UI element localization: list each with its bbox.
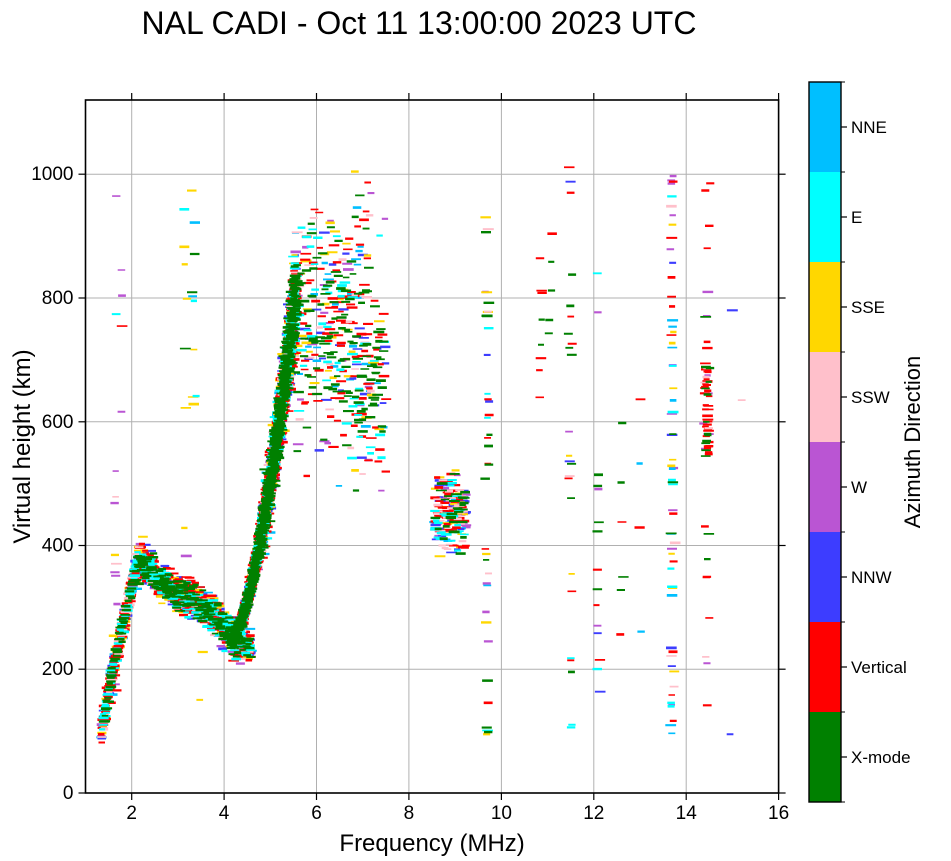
svg-text:NNE: NNE [851,118,887,137]
svg-text:SSE: SSE [851,298,885,317]
svg-text:Azimuth Direction: Azimuth Direction [900,356,925,528]
svg-text:16: 16 [768,803,789,824]
svg-text:0: 0 [63,783,74,804]
svg-text:W: W [851,478,867,497]
svg-text:400: 400 [42,536,74,557]
svg-text:12: 12 [583,803,604,824]
svg-text:2: 2 [126,803,137,824]
svg-text:Virtual height (km): Virtual height (km) [9,349,36,543]
svg-text:4: 4 [219,803,230,824]
svg-text:Vertical: Vertical [851,658,907,677]
svg-text:X-mode: X-mode [851,748,911,767]
svg-text:E: E [851,208,862,227]
svg-text:14: 14 [676,803,698,824]
svg-text:10: 10 [491,803,512,824]
svg-text:6: 6 [311,803,322,824]
svg-text:NNW: NNW [851,568,892,587]
svg-text:800: 800 [42,288,74,309]
svg-text:NAL CADI - Oct 11 13:00:00 202: NAL CADI - Oct 11 13:00:00 2023 UTC [142,5,697,41]
svg-text:200: 200 [42,659,74,680]
svg-text:1000: 1000 [31,164,73,185]
svg-text:8: 8 [404,803,415,824]
svg-text:600: 600 [42,412,74,433]
svg-text:SSW: SSW [851,388,890,407]
svg-text:Frequency (MHz): Frequency (MHz) [339,830,524,856]
